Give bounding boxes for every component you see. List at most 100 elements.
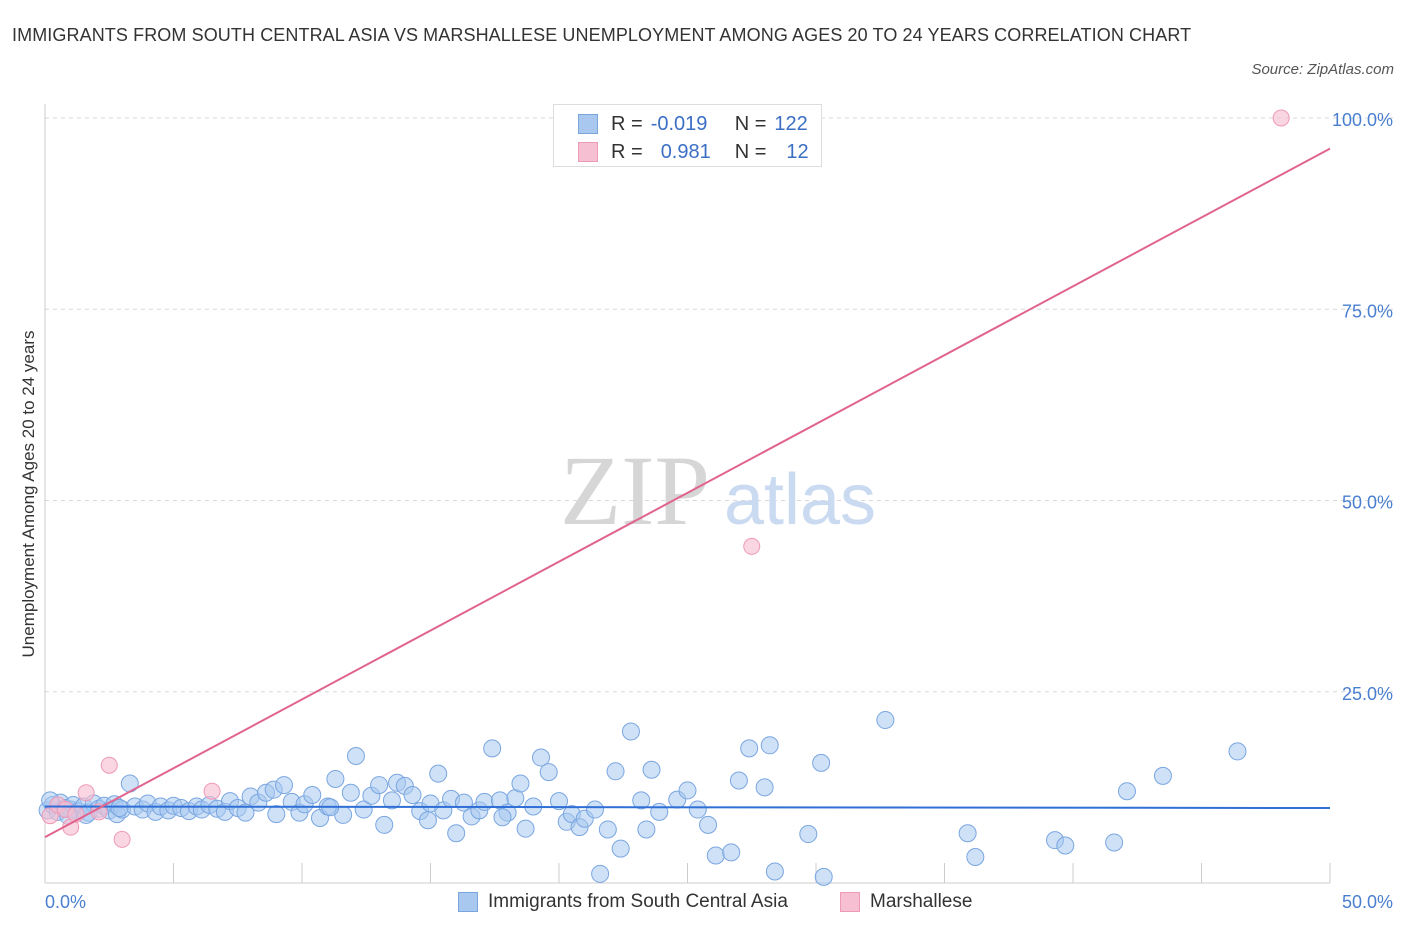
bottom-legend-marshallese[interactable]: Marshallese: [840, 888, 972, 916]
data-point: [1117, 782, 1136, 801]
data-point: [375, 815, 394, 834]
legend-label-marshallese: Marshallese: [870, 891, 973, 912]
legend-swatch-pink: [578, 142, 598, 162]
x-tick-label: 0.0%: [45, 892, 86, 912]
data-point: [1228, 742, 1247, 761]
data-point: [236, 803, 255, 822]
data-point: [203, 782, 221, 800]
trend-lines: [44, 147, 1331, 838]
data-point: [77, 784, 95, 802]
data-point: [370, 776, 389, 795]
data-point: [729, 771, 748, 790]
data-point: [516, 819, 535, 838]
legend-label-south-central-asia: Immigrants from South Central Asia: [488, 891, 788, 912]
data-point: [100, 756, 118, 774]
grid-lines: [45, 117, 1395, 693]
data-point: [642, 760, 661, 779]
data-point: [722, 843, 741, 862]
data-point: [585, 800, 604, 819]
data-point: [354, 800, 373, 819]
legend-swatch-pink: [840, 892, 860, 912]
data-point: [876, 711, 895, 730]
data-point: [1153, 766, 1172, 785]
data-point: [1272, 109, 1290, 127]
watermark-zip: ZIP: [560, 435, 710, 546]
chart-title: IMMIGRANTS FROM SOUTH CENTRAL ASIA VS MA…: [12, 25, 1192, 45]
data-point: [1056, 836, 1075, 855]
data-point: [611, 839, 630, 858]
data-point: [591, 864, 610, 883]
data-point: [740, 739, 759, 758]
series-marshallese-points: [41, 109, 1290, 848]
trend-line-south-central-asia: [44, 805, 1331, 810]
data-point: [814, 867, 833, 886]
data-point: [958, 824, 977, 843]
data-point: [688, 800, 707, 819]
data-point: [1105, 833, 1124, 852]
data-point: [483, 739, 502, 758]
data-point: [110, 799, 129, 818]
correlation-legend: R = -0.019 N = 122 R = 0.981 N = 12: [553, 104, 822, 167]
data-point: [326, 769, 345, 788]
data-point: [699, 815, 718, 834]
bottom-legend-south-central-asia[interactable]: Immigrants from South Central Asia: [458, 888, 788, 916]
legend-r-label: R =: [611, 140, 643, 163]
legend-row-marshallese: R = 0.981 N = 12: [578, 139, 809, 165]
data-point: [706, 846, 725, 865]
data-point: [418, 811, 437, 830]
data-point: [678, 781, 697, 800]
trend-line-marshallese: [44, 147, 1331, 838]
data-point: [403, 786, 422, 805]
data-point: [550, 792, 568, 811]
legend-swatch-blue: [458, 892, 478, 912]
y-tick-label: 25.0%: [1342, 684, 1393, 704]
data-point: [650, 802, 669, 821]
y-tick-label: 100.0%: [1332, 110, 1393, 130]
data-point: [760, 736, 779, 755]
y-axis-title: Unemployment Among Ages 20 to 24 years: [19, 331, 38, 658]
legend-n-label: N =: [734, 112, 767, 135]
tick-labels: 25.0% 50.0% 75.0% 100.0% 0.0% 50.0%: [45, 110, 1393, 912]
data-point: [743, 537, 761, 555]
data-point: [621, 722, 640, 741]
source-label: Source: ZipAtlas.com: [1251, 61, 1394, 78]
legend-r-value: 0.981: [660, 140, 711, 163]
data-point: [341, 783, 360, 802]
legend-r-value: -0.019: [650, 112, 708, 135]
legend-r-label: R =: [611, 112, 643, 135]
data-point: [493, 808, 512, 827]
data-point: [812, 753, 831, 772]
data-point: [606, 762, 625, 781]
data-point: [765, 862, 784, 881]
data-point: [632, 791, 651, 810]
legend-row-south-central-asia: R = -0.019 N = 122: [578, 111, 808, 137]
data-point: [637, 820, 656, 839]
data-point: [539, 763, 558, 782]
data-point: [447, 824, 466, 843]
legend-n-label: N =: [734, 140, 767, 163]
data-point: [303, 786, 322, 805]
y-tick-label: 75.0%: [1342, 301, 1393, 321]
data-point: [382, 791, 401, 810]
data-point: [346, 747, 365, 766]
data-point: [113, 830, 131, 848]
data-point: [275, 776, 294, 795]
watermark-atlas: atlas: [724, 460, 876, 540]
data-point: [532, 748, 551, 767]
data-point: [755, 778, 774, 797]
y-tick-label: 50.0%: [1342, 493, 1393, 513]
x-tick-label: 50.0%: [1342, 892, 1393, 912]
axes: [44, 104, 1331, 884]
legend-swatch-blue: [578, 114, 598, 134]
data-point: [267, 805, 286, 824]
data-point: [799, 825, 818, 844]
legend-n-value: 12: [786, 140, 809, 163]
legend-n-value: 122: [774, 112, 808, 135]
watermark: ZIP atlas: [560, 435, 876, 546]
data-point: [429, 764, 448, 783]
data-point: [598, 820, 617, 839]
series-south-central-asia-points: [38, 711, 1247, 886]
data-point: [511, 774, 530, 793]
data-point: [966, 847, 985, 866]
